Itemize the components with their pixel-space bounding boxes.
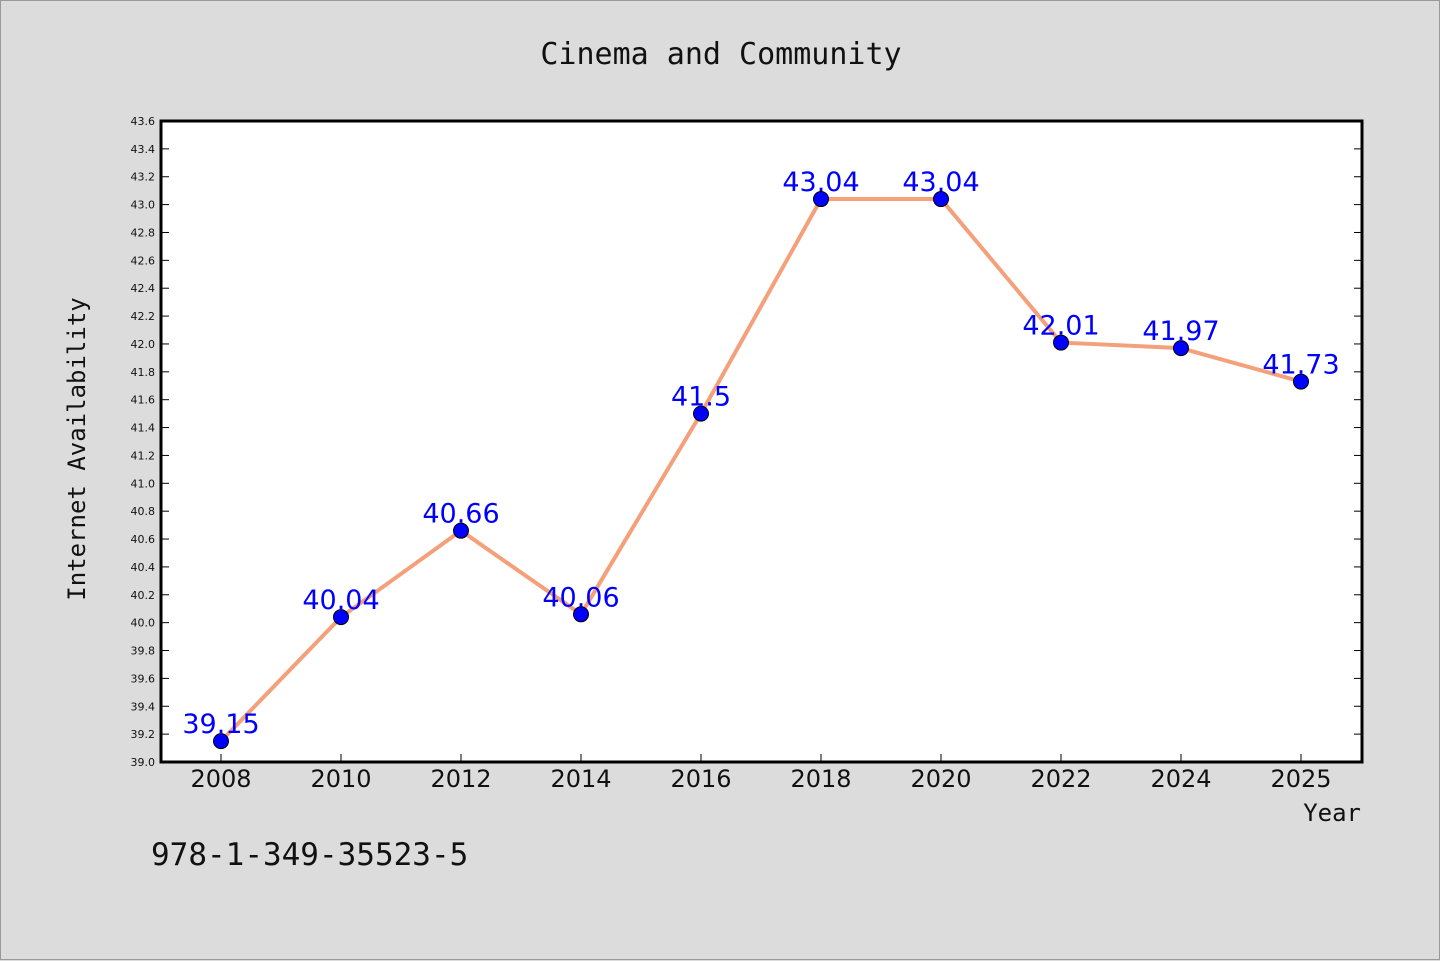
series-line: [219, 197, 1303, 744]
y-tick-label: 39.4: [131, 700, 156, 713]
data-point: [213, 733, 229, 750]
x-tick-label: 2012: [430, 765, 491, 793]
data-point: [1173, 340, 1189, 357]
data-point: [1053, 334, 1069, 351]
y-tick-label: 43.4: [131, 143, 156, 156]
y-tick-label: 43.0: [131, 199, 156, 212]
x-tick-label: 2025: [1270, 765, 1331, 793]
y-tick-label: 42.0: [131, 338, 156, 351]
y-tick-label: 39.0: [131, 756, 156, 769]
y-tick-label: 39.6: [131, 672, 156, 685]
y-tick-label: 40.4: [131, 561, 156, 574]
x-tick-label: 2010: [310, 765, 371, 793]
data-label: 41.73: [1262, 350, 1339, 381]
y-tick-label: 41.6: [131, 394, 156, 407]
x-tick-label: 2014: [550, 765, 611, 793]
y-tick-label: 41.8: [131, 366, 156, 379]
y-tick-label: 40.2: [131, 589, 156, 602]
data-point: [333, 609, 349, 626]
series-group: 39.15 40.04 40.66 40.06 41.5 43.04 43.04 42.01 4…: [182, 167, 1340, 750]
data-label: 42.01: [1022, 311, 1099, 342]
data-label: 41.97: [1142, 316, 1219, 347]
data-point: [453, 522, 469, 539]
data-label: 40.06: [542, 582, 619, 613]
y-tick-label: 43.2: [131, 171, 156, 184]
data-point: [933, 191, 949, 208]
x-tick-label: 2008: [190, 765, 251, 793]
data-label: 43.04: [902, 167, 979, 198]
plot-area: [159, 119, 1364, 764]
x-axis: 2008 2010 2012 2014 2016 2018 2020 2022 2024 2025: [190, 754, 1332, 793]
y-tick-label: 42.4: [131, 282, 156, 295]
y-axis-label: Internet Availability: [63, 297, 91, 600]
y-tick-label: 42.6: [131, 254, 156, 267]
x-tick-label: 2018: [790, 765, 851, 793]
data-point: [813, 191, 829, 208]
data-point: [1293, 373, 1309, 390]
isbn-code: 978-1-349-35523-5: [151, 837, 468, 873]
y-tick-label: 41.2: [131, 449, 156, 462]
y-tick-label: 43.6: [131, 115, 156, 128]
x-tick-label: 2020: [910, 765, 971, 793]
y-tick-label: 41.4: [131, 422, 156, 435]
x-axis-label: Year: [1303, 799, 1361, 827]
y-tick-label: 40.8: [131, 505, 156, 518]
data-label: 41.5: [671, 382, 731, 413]
y-tick-label: 41.0: [131, 477, 156, 490]
y-tick-label: 39.2: [131, 728, 156, 741]
data-point: [693, 405, 709, 422]
data-label: 43.04: [782, 167, 859, 198]
data-label: 40.66: [422, 499, 499, 530]
data-label: 39.15: [182, 709, 259, 740]
x-tick-label: 2024: [1150, 765, 1211, 793]
data-point: [573, 606, 589, 623]
y-tick-label: 40.6: [131, 533, 156, 546]
y-tick-label: 42.2: [131, 310, 156, 323]
x-tick-label: 2022: [1030, 765, 1091, 793]
data-label: 40.04: [302, 585, 379, 616]
y-axis: 39.0 39.2 39.4 39.6 39.8 40.0 40.2 40.4 40.6 40.8…: [131, 115, 1362, 769]
x-tick-label: 2016: [670, 765, 731, 793]
chart-title: Cinema and Community: [540, 37, 901, 72]
y-tick-label: 42.8: [131, 226, 156, 239]
y-tick-label: 40.0: [131, 617, 156, 630]
y-tick-label: 39.8: [131, 645, 156, 658]
